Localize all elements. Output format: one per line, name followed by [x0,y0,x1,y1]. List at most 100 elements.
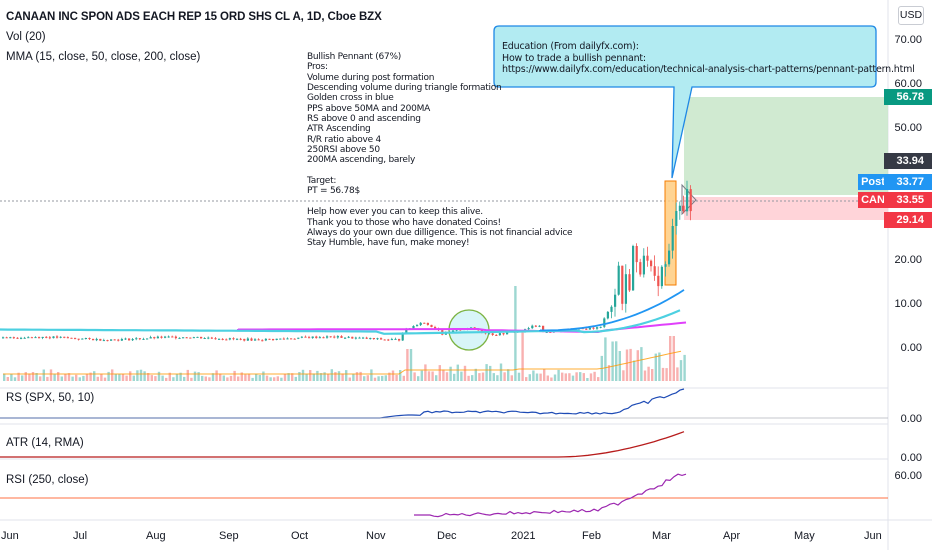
volume-bar [373,377,377,381]
volume-bar [363,376,366,381]
volume-bar [136,370,139,381]
currency-button[interactable]: USD [898,6,924,25]
volume-bar [287,373,290,381]
candle-body [63,336,66,338]
time-tick: Jun [864,530,882,542]
candle-body [95,338,98,341]
volume-bar [323,372,326,381]
candle-body [106,340,109,342]
volume-bar [165,377,168,381]
volume-bar [579,372,582,381]
candle-body [398,338,401,341]
candle-body [358,337,361,339]
symbol-title: CANAAN INC SPON ADS EACH REP 15 ORD SHS … [6,11,382,23]
note-line: 200MA ascending, barely [307,155,416,166]
volume-bar [665,368,668,381]
volume-bar [503,372,506,381]
volume-bar [679,360,683,381]
candle-body [185,337,188,339]
rs-indicator-label[interactable]: RS (SPX, 50, 10) [6,392,95,404]
candle-body [671,226,674,251]
candle-body [354,337,357,339]
volume-bar [420,370,423,381]
candle-body [498,333,501,336]
volume-indicator-label[interactable]: Vol (20) [6,31,46,43]
candle-body [174,336,177,339]
volume-bar [593,371,596,381]
volume-bar [183,376,186,381]
candle-body [286,338,289,340]
note-line: 250RSI above 50 [307,145,380,156]
volume-bar [129,371,132,381]
post-market-label: Post [858,174,888,190]
volume-bar [582,373,585,381]
candle-body [308,337,311,339]
price-tick: 60.00 [894,78,922,90]
candle-body [225,339,228,341]
candle-body [380,338,383,340]
time-tick: Apr [723,530,741,542]
volume-bar [463,365,467,381]
candle-body [642,255,645,275]
volume-bar [78,377,81,381]
rsi-indicator-label[interactable]: RSI (250, close) [6,474,89,486]
candle-body [207,337,210,339]
candle-body [592,327,595,329]
candle-body [372,338,375,339]
candle-body [124,338,127,340]
candle-body [416,325,419,327]
candle-body [102,340,105,342]
candle-body [506,331,509,335]
volume-bar [222,375,225,381]
candle-body [41,336,44,338]
volume-bar [643,370,647,381]
candle-body [585,328,588,330]
candle-body [621,265,624,304]
volume-bar [337,371,341,381]
candle-body [606,311,609,319]
volume-bar [406,349,409,381]
volume-bar [611,341,614,381]
note-line [307,197,572,207]
volume-bar [255,373,258,381]
mma-indicator-label[interactable]: MMA (15, close, 50, close, 200, close) [6,51,201,63]
candle-body [452,330,455,333]
candle-body [117,339,120,341]
candle-body [16,337,19,339]
volume-bar [6,377,9,381]
volume-bar [71,376,74,381]
candle-body [264,338,267,341]
candle-body [542,325,545,333]
education-callout [493,25,877,179]
candle-body [5,337,8,339]
volume-bar [46,376,49,381]
volume-bar [35,373,38,381]
candle-body [322,337,325,339]
volume-bar [53,374,56,381]
volume-bar [309,370,312,381]
candle-body [200,336,203,339]
volume-bar [586,378,589,381]
candle-body [419,322,422,326]
atr-indicator-label[interactable]: ATR (14, RMA) [6,437,84,449]
volume-bar [359,371,362,381]
candle-body [290,338,293,340]
candle-body [534,325,537,327]
volume-bar [391,370,395,381]
education-callout-text[interactable]: Education (From dailyfx.com): How to trad… [502,41,915,76]
volume-bar [467,375,470,381]
volume-bar [96,376,99,381]
candle-body [70,337,73,339]
candle-body [9,337,12,339]
candle-body [664,264,667,267]
volume-bar [651,369,654,381]
volume-bar [175,373,179,381]
volume-bar [31,372,35,381]
volume-bar [168,372,171,381]
candle-body [164,336,167,338]
time-tick: 2021 [511,530,536,542]
volume-bar [377,376,380,381]
volume-bar [233,370,236,381]
